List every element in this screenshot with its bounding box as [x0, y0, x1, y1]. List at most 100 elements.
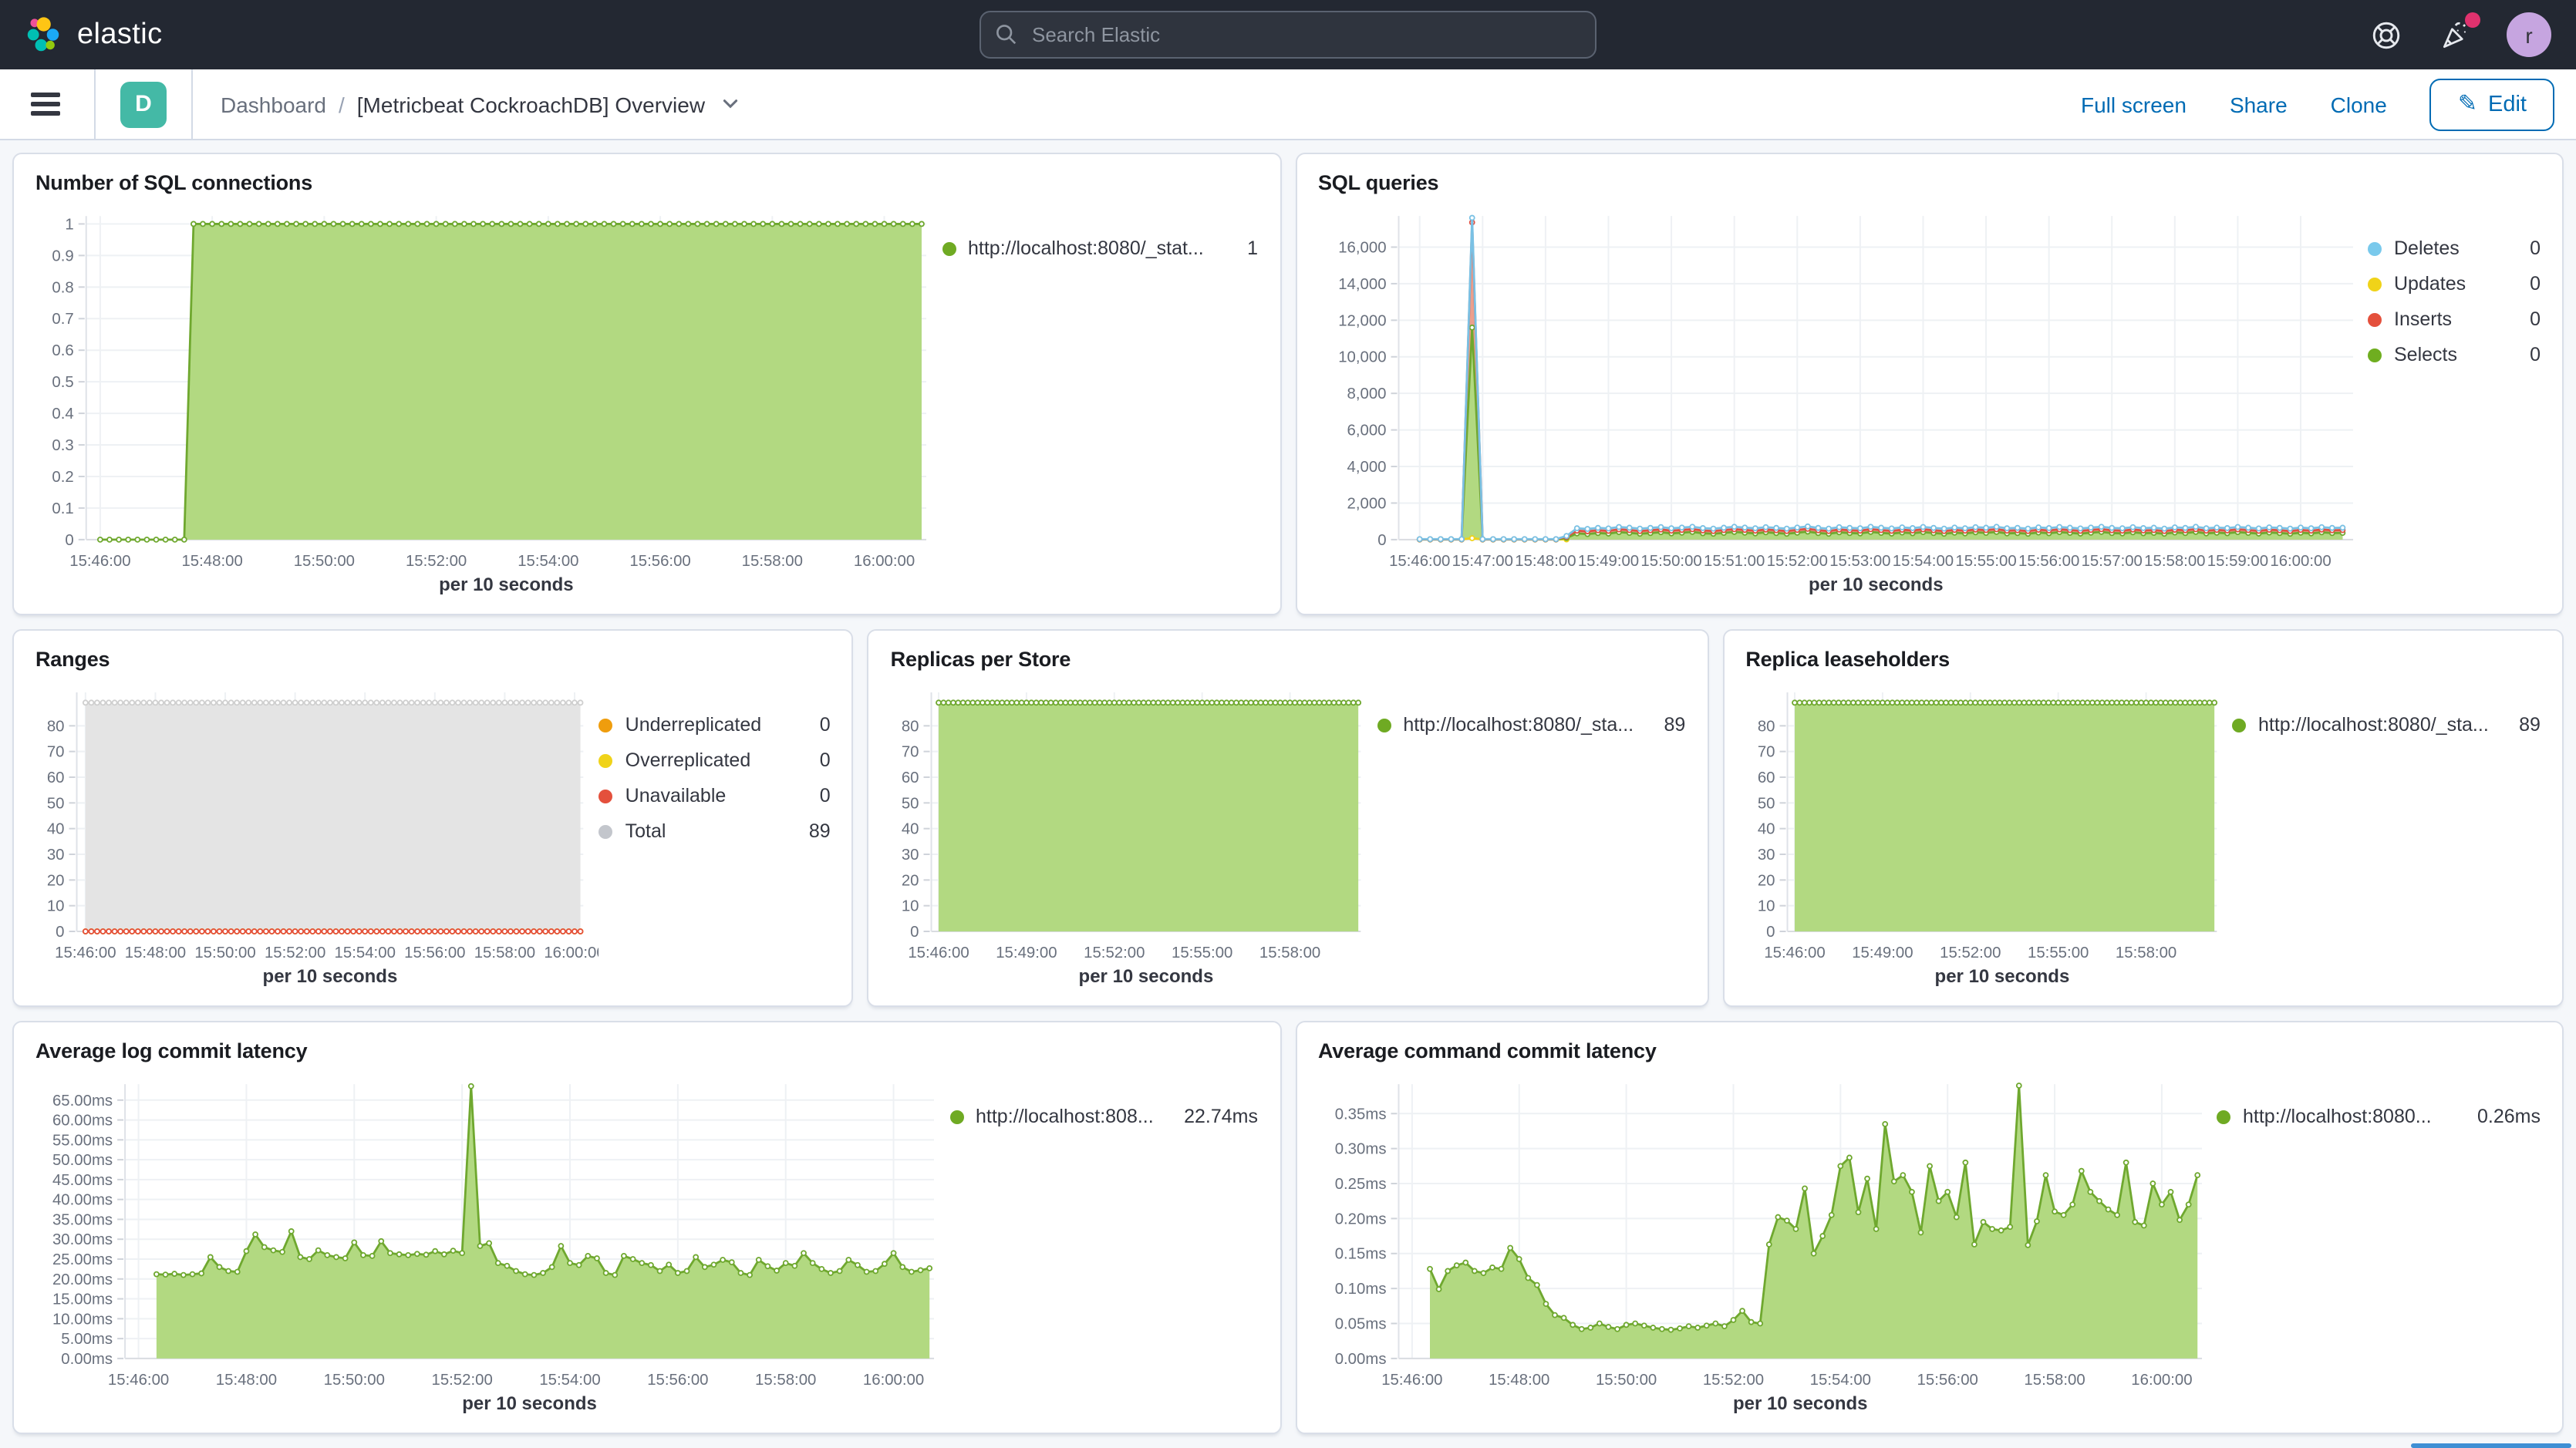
svg-text:0.10ms: 0.10ms — [1334, 1281, 1386, 1298]
svg-text:0.35ms: 0.35ms — [1334, 1106, 1386, 1123]
svg-text:15:56:00: 15:56:00 — [1917, 1372, 1978, 1389]
svg-text:40: 40 — [902, 821, 919, 838]
share-button[interactable]: Share — [2230, 92, 2288, 116]
svg-text:0.05ms: 0.05ms — [1334, 1315, 1386, 1332]
chart-command-commit-latency[interactable]: 15:46:0015:48:0015:50:0015:52:0015:54:00… — [1318, 1066, 2217, 1420]
svg-text:0.7: 0.7 — [52, 311, 73, 328]
svg-text:15:59:00: 15:59:00 — [2207, 553, 2267, 570]
scrollbar-thumb[interactable] — [2411, 1443, 2571, 1448]
legend-label: Selects — [2394, 344, 2457, 365]
legend-log-commit-latency: http://localhost:808...22.74ms — [949, 1066, 1258, 1420]
svg-text:45.00ms: 45.00ms — [52, 1172, 113, 1189]
legend-value: 0 — [820, 749, 831, 771]
svg-text:15:46:00: 15:46:00 — [1381, 1372, 1441, 1389]
clone-button[interactable]: Clone — [2331, 92, 2387, 116]
legend-item[interactable]: Unavailable0 — [599, 785, 831, 807]
title-caret[interactable] — [720, 94, 740, 114]
svg-text:10: 10 — [1757, 898, 1775, 915]
legend-item[interactable]: Underreplicated0 — [599, 714, 831, 736]
full-screen-button[interactable]: Full screen — [2081, 92, 2187, 116]
svg-text:8,000: 8,000 — [1347, 386, 1386, 402]
dashboard-app-badge[interactable]: D — [120, 81, 167, 127]
menu-button[interactable] — [31, 93, 60, 116]
legend-value: 89 — [809, 820, 831, 842]
svg-text:16:00:00: 16:00:00 — [854, 553, 915, 570]
page-title[interactable]: [Metricbeat CockroachDB] Overview — [357, 92, 705, 116]
news-button[interactable] — [2437, 16, 2474, 53]
panel-log-commit-latency: Average log commit latency 15:46:0015:48… — [12, 1021, 1281, 1434]
chart-sql-connections[interactable]: 15:46:0015:48:0015:50:0015:52:0015:54:00… — [35, 197, 942, 601]
panel-replicas-per-store: Replicas per Store 15:46:0015:49:0015:52… — [868, 629, 1709, 1007]
svg-text:35.00ms: 35.00ms — [52, 1211, 113, 1228]
legend-item[interactable]: http://localhost:808...22.74ms — [949, 1106, 1258, 1127]
svg-text:10: 10 — [902, 898, 919, 915]
svg-text:15.00ms: 15.00ms — [52, 1291, 113, 1308]
panel-sql-connections: Number of SQL connections 15:46:0015:48:… — [12, 153, 1281, 615]
app-header: elastic — [0, 0, 2576, 69]
legend-sql-queries: Deletes0 Updates0 Inserts0 Selects 0 — [2368, 197, 2541, 601]
chart-sql-queries[interactable]: 15:46:0015:47:0015:48:0015:49:0015:50:00… — [1318, 197, 2368, 601]
legend-item[interactable]: Deletes0 — [2368, 237, 2541, 259]
legend-color-dot — [599, 824, 613, 838]
svg-text:0: 0 — [1765, 924, 1774, 941]
svg-text:65.00ms: 65.00ms — [52, 1093, 113, 1110]
help-button[interactable] — [2368, 16, 2405, 53]
legend-value: 89 — [1664, 714, 1686, 736]
svg-text:0.1: 0.1 — [52, 500, 73, 517]
svg-text:50: 50 — [47, 795, 65, 812]
svg-text:0.6: 0.6 — [52, 342, 73, 359]
svg-text:80: 80 — [47, 718, 65, 735]
legend-label: Inserts — [2394, 308, 2452, 330]
svg-text:0.3: 0.3 — [52, 437, 73, 454]
svg-text:15:46:00: 15:46:00 — [1764, 945, 1825, 961]
legend-item[interactable]: Selects 0 — [2368, 344, 2541, 365]
svg-text:15:56:00: 15:56:00 — [629, 553, 690, 570]
legend-item[interactable]: http://localhost:8080/_sta...89 — [2232, 714, 2541, 736]
panel-replica-leaseholders: Replica leaseholders 15:46:0015:49:0015:… — [1722, 629, 2564, 1007]
chart-replica-leaseholders[interactable]: 15:46:0015:49:0015:52:0015:55:0015:58:00… — [1745, 674, 2232, 993]
svg-text:20: 20 — [47, 872, 65, 889]
legend-value: 0 — [2530, 344, 2541, 365]
elastic-logo[interactable]: elastic — [0, 14, 163, 56]
panel-sql-queries: SQL queries 15:46:0015:47:0015:48:0015:4… — [1295, 153, 2564, 615]
svg-text:20: 20 — [1757, 872, 1775, 889]
chart-replicas-per-store[interactable]: 15:46:0015:49:0015:52:0015:55:0015:58:00… — [891, 674, 1377, 993]
edit-button[interactable]: ✎ Edit — [2430, 78, 2554, 130]
svg-text:0: 0 — [911, 924, 919, 941]
user-avatar[interactable]: r — [2507, 12, 2551, 57]
legend-item[interactable]: Updates0 — [2368, 273, 2541, 295]
legend-item[interactable]: http://localhost:8080/_stat...1 — [942, 237, 1258, 259]
svg-text:15:49:00: 15:49:00 — [996, 945, 1057, 961]
svg-text:16:00:00: 16:00:00 — [863, 1372, 924, 1389]
dashboard-badge-letter: D — [135, 91, 152, 117]
toolbar-divider — [94, 69, 96, 139]
elastic-logo-icon — [22, 14, 63, 56]
svg-text:per 10 seconds: per 10 seconds — [1934, 966, 2069, 987]
chart-ranges[interactable]: 15:46:0015:48:0015:50:0015:52:0015:54:00… — [35, 674, 599, 993]
breadcrumb-separator: / — [339, 92, 345, 116]
search-input[interactable] — [979, 11, 1597, 59]
svg-text:16:00:00: 16:00:00 — [2130, 1372, 2191, 1389]
legend-item[interactable]: Overreplicated0 — [599, 749, 831, 771]
svg-text:15:46:00: 15:46:00 — [69, 553, 130, 570]
legend-item[interactable]: Inserts0 — [2368, 308, 2541, 330]
avatar-initial: r — [2525, 22, 2532, 47]
svg-text:15:57:00: 15:57:00 — [2081, 553, 2142, 570]
svg-text:15:50:00: 15:50:00 — [324, 1372, 385, 1389]
edit-button-label: Edit — [2488, 92, 2527, 116]
global-search[interactable] — [979, 11, 1597, 59]
legend-item[interactable]: http://localhost:8080/_sta...89 — [1377, 714, 1685, 736]
legend-color-dot — [599, 718, 613, 732]
legend-color-dot — [942, 241, 956, 255]
panel-ranges: Ranges 15:46:0015:48:0015:50:0015:52:001… — [12, 629, 854, 1007]
breadcrumb-dashboard[interactable]: Dashboard — [221, 92, 326, 116]
svg-text:50: 50 — [1757, 795, 1775, 812]
panel-title: Average command commit latency — [1318, 1039, 2541, 1062]
legend-item[interactable]: http://localhost:8080...0.26ms — [2217, 1106, 2541, 1127]
svg-text:per 10 seconds: per 10 seconds — [1732, 1393, 1867, 1414]
svg-text:25.00ms: 25.00ms — [52, 1251, 113, 1268]
legend-item[interactable]: Total89 — [599, 820, 831, 842]
chart-log-commit-latency[interactable]: 15:46:0015:48:0015:50:0015:52:0015:54:00… — [35, 1066, 949, 1420]
pencil-icon: ✎ — [2458, 93, 2477, 116]
svg-text:0.9: 0.9 — [52, 248, 73, 264]
